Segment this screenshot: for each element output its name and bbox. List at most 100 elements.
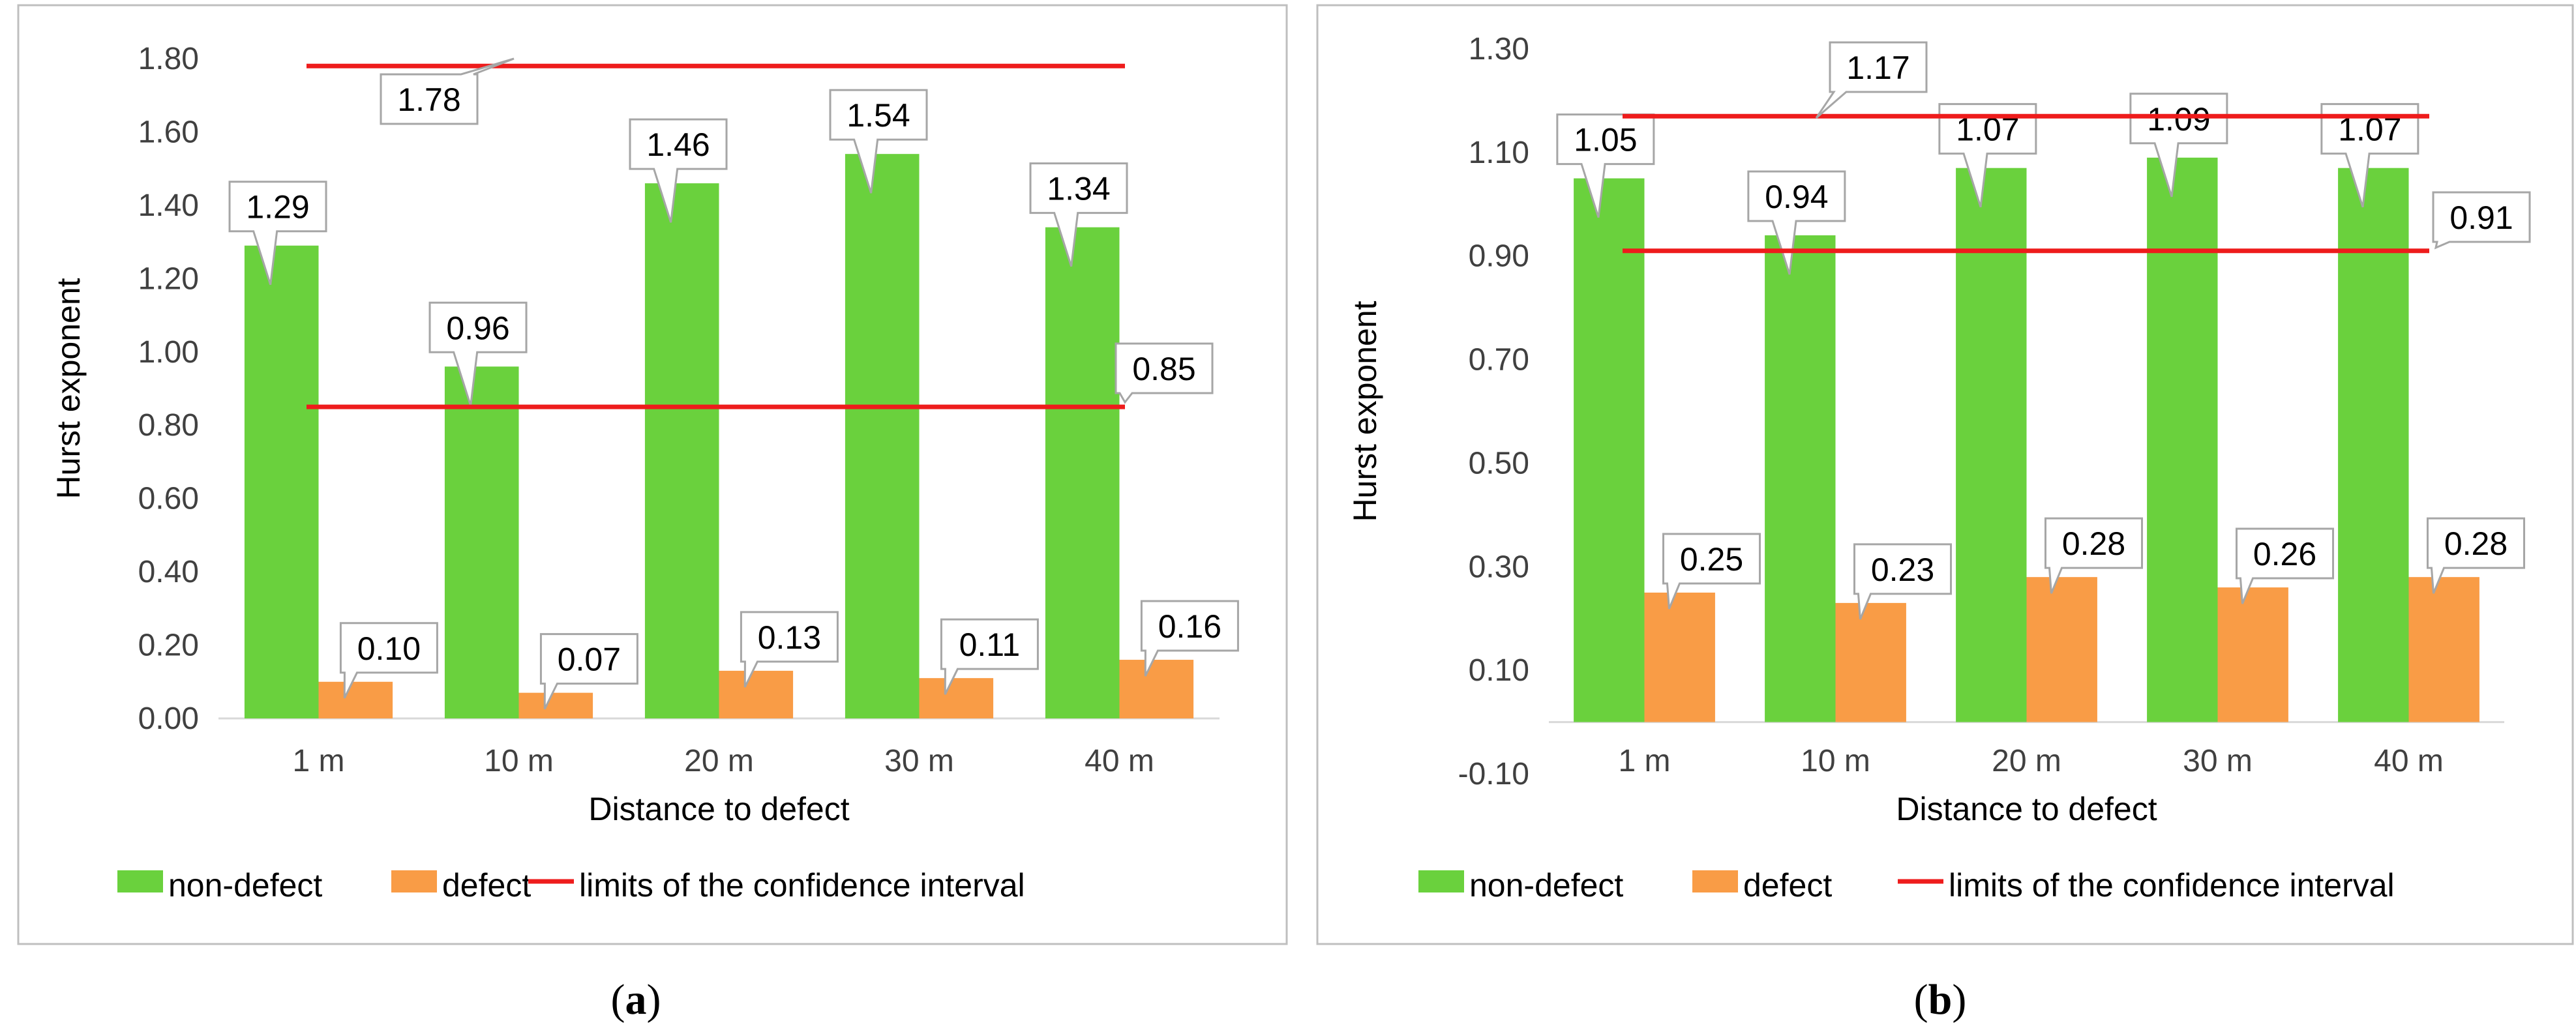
confidence-limit-label-text: 0.91 (2449, 199, 2513, 236)
defect-data-label: 0.28 (2426, 517, 2525, 594)
defect-data-label: 0.13 (740, 611, 839, 688)
non-defect-data-label: 1.46 (629, 118, 728, 223)
panel-caption: (b) (1914, 976, 1967, 1024)
defect-data-label-text: 0.23 (1871, 552, 1934, 588)
x-tick-label: 30 m (2183, 744, 2253, 778)
panel-caption-open: ( (1914, 976, 1928, 1024)
legend-label-defect: defect (1743, 867, 1832, 904)
defect-data-label-text: 0.25 (1680, 541, 1743, 578)
defect-data-label-text: 0.26 (2253, 536, 2316, 572)
non-defect-data-label-box (1029, 162, 1128, 267)
legend-swatch-defect (391, 870, 437, 892)
legend-label-limits: limits of the confidence interval (579, 867, 1025, 904)
defect-bar (919, 678, 994, 718)
defect-data-label-box (940, 618, 1039, 695)
defect-data-label-box (2235, 527, 2334, 604)
y-tick-label: 0.50 (1469, 446, 1529, 480)
confidence-limit-label-box (1815, 41, 1928, 119)
y-axis-title: Hurst exponent (50, 278, 87, 499)
panel-caption: (a) (611, 976, 661, 1024)
non-defect-bar (2338, 168, 2409, 722)
defect-bar (719, 670, 794, 718)
non-defect-bar (1574, 178, 1645, 722)
non-defect-data-label-text: 1.54 (846, 97, 910, 134)
confidence-limit-label-text: 0.85 (1132, 351, 1195, 387)
defect-data-label-box (740, 611, 839, 688)
non-defect-data-label-box (2129, 93, 2228, 198)
confidence-limit-label-box (1115, 342, 1214, 404)
x-tick-label: 20 m (1992, 744, 2061, 778)
y-tick-label: 1.20 (138, 261, 199, 296)
non-defect-data-label-text: 1.29 (246, 189, 309, 226)
defect-data-label-box (2426, 517, 2525, 594)
defect-data-label: 0.16 (1140, 600, 1239, 677)
y-tick-label: 1.10 (1469, 136, 1529, 170)
non-defect-data-label-text: 1.34 (1047, 171, 1110, 207)
y-tick-label: -0.10 (1458, 757, 1529, 791)
legend-swatch-defect (1692, 870, 1738, 892)
defect-data-label-text: 0.16 (1158, 608, 1221, 645)
confidence-limit-label-text: 1.17 (1846, 50, 1910, 86)
y-tick-label: 1.00 (138, 335, 199, 370)
x-tick-label: 1 m (292, 744, 344, 778)
defect-data-label: 0.26 (2235, 527, 2334, 604)
non-defect-data-label: 0.94 (1747, 170, 1846, 275)
non-defect-bar (2147, 157, 2218, 722)
non-defect-data-label-box (829, 89, 928, 194)
defect-bar (318, 681, 393, 718)
panel-caption-letter: a (625, 976, 647, 1024)
non-defect-data-label-text: 0.96 (446, 310, 509, 346)
non-defect-data-label-box (2320, 103, 2419, 208)
defect-data-label-text: 0.10 (357, 630, 421, 667)
y-tick-label: 0.00 (138, 701, 199, 736)
confidence-limit-label-text: 1.78 (397, 81, 460, 118)
defect-data-label-text: 0.11 (959, 627, 1021, 663)
legend-label-limits: limits of the confidence interval (1949, 867, 2395, 904)
y-axis-title: Hurst exponent (1347, 301, 1383, 522)
non-defect-bar (644, 183, 719, 719)
non-defect-data-label: 1.34 (1029, 162, 1128, 267)
y-tick-label: 0.80 (138, 408, 199, 443)
panel-caption-close: ) (647, 976, 661, 1024)
non-defect-bar (244, 245, 319, 718)
defect-data-label: 0.11 (940, 618, 1039, 695)
legend-label-non-defect: non-defect (1469, 867, 1623, 904)
defect-data-label-box (2044, 517, 2143, 594)
x-axis-title: Distance to defect (588, 791, 849, 827)
non-defect-data-label-box (1556, 113, 1655, 218)
y-tick-label: 1.40 (138, 188, 199, 223)
panel-caption-close: ) (1952, 976, 1966, 1024)
non-defect-data-label-text: 1.05 (1574, 122, 1637, 158)
non-defect-bar (1045, 227, 1120, 719)
non-defect-data-label: 0.96 (428, 301, 528, 406)
non-defect-data-label-box (629, 118, 728, 223)
x-tick-label: 40 m (2374, 744, 2444, 778)
defect-bar (1644, 593, 1715, 722)
x-tick-label: 10 m (484, 744, 554, 778)
non-defect-data-label-box (228, 181, 327, 286)
y-tick-label: 0.60 (138, 482, 199, 516)
defect-bar (1835, 602, 1906, 722)
confidence-limit-label-box (380, 57, 515, 125)
legend-swatch-non-defect (117, 870, 163, 892)
chart-panel-b: -0.10 0.10 0.30 0.50 0.70 0.90 1.10 1.30 1 m 1.05… (1316, 4, 2574, 945)
defect-data-label-box (339, 622, 438, 699)
defect-data-label: 0.28 (2044, 517, 2143, 594)
confidence-limit-label-box (2432, 191, 2531, 250)
defect-data-label-box (1853, 543, 1952, 620)
panel-caption-open: ( (611, 976, 625, 1024)
y-tick-label: 0.70 (1469, 343, 1529, 377)
confidence-limit-label: 0.85 (1115, 342, 1214, 404)
defect-data-label-text: 0.28 (2444, 525, 2508, 562)
non-defect-data-label-text: 1.09 (2147, 101, 2210, 138)
y-tick-label: 0.90 (1469, 239, 1529, 274)
non-defect-data-label-text: 0.94 (1765, 179, 1828, 215)
x-tick-label: 10 m (1801, 744, 1870, 778)
y-tick-label: 1.80 (138, 42, 199, 76)
defect-bar (2217, 587, 2288, 722)
defect-bar (2408, 577, 2479, 722)
x-tick-label: 40 m (1085, 744, 1154, 778)
non-defect-data-label: 1.05 (1556, 113, 1655, 218)
defect-bar (518, 692, 593, 718)
non-defect-data-label: 1.29 (228, 181, 327, 286)
